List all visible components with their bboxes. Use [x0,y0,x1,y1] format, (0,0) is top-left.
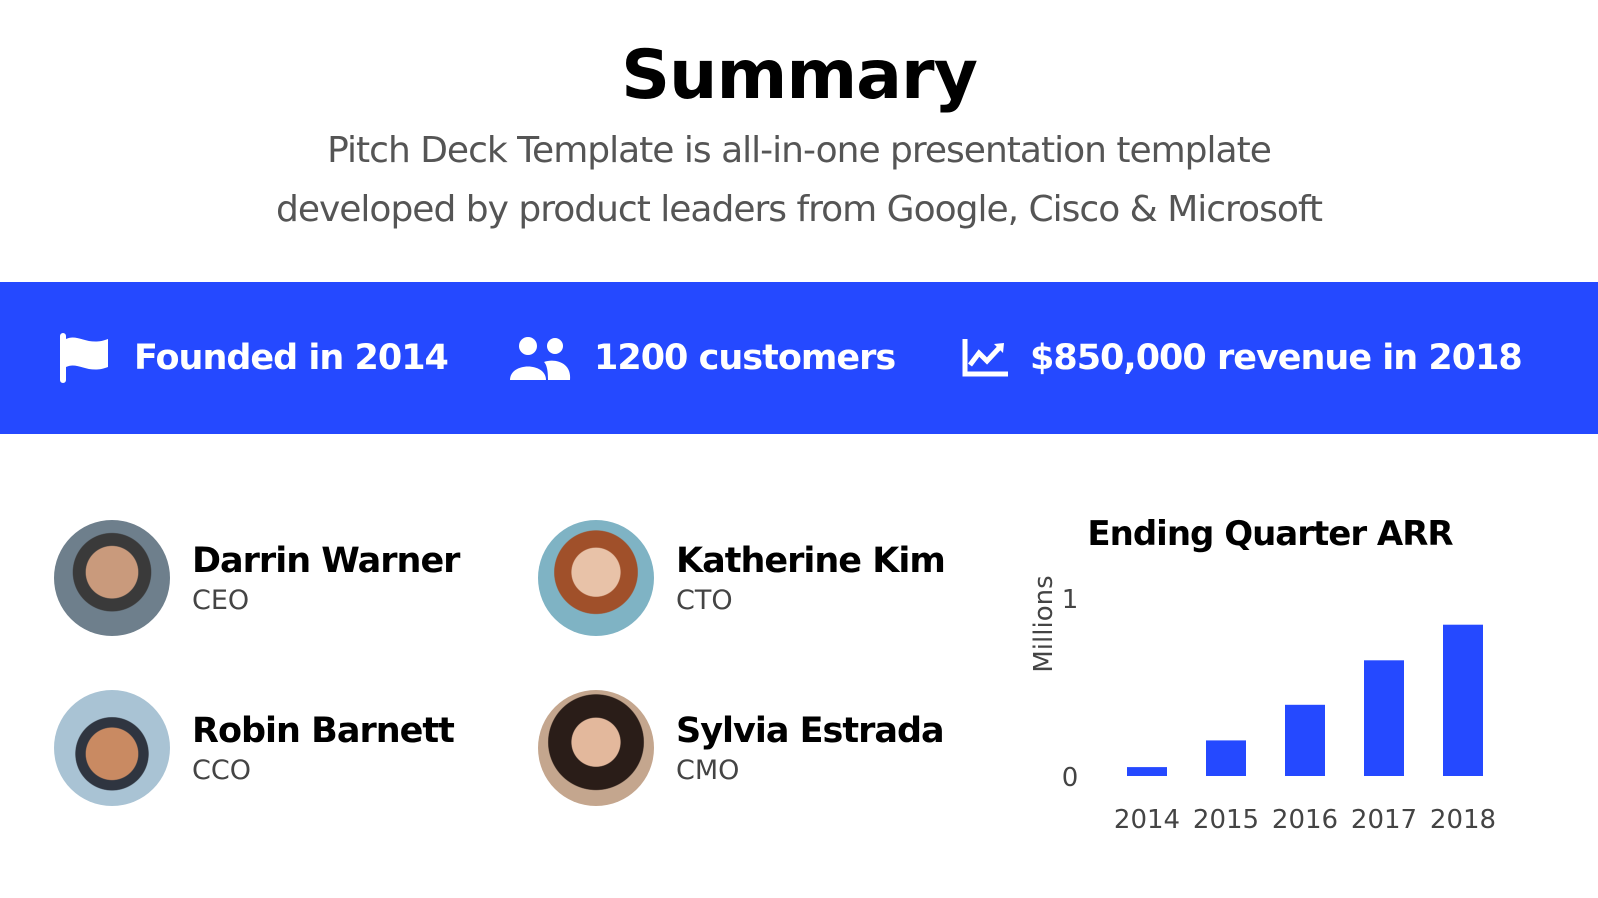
users-icon [510,337,571,380]
member-name: Robin Barnett [192,710,455,751]
stat-revenue: $850,000 revenue in 2018 [962,282,1523,434]
team-member: Robin Barnett CCO [54,690,455,806]
member-name: Katherine Kim [676,540,946,581]
y-tick-label: 0 [1062,763,1079,793]
bar-2018 [1443,624,1483,776]
chart-title: Ending Quarter ARR [1087,514,1453,554]
member-name: Darrin Warner [192,540,460,581]
team-member: Katherine Kim CTO [538,520,946,636]
member-role: CEO [192,584,250,616]
subtitle-line-2: developed by product leaders from Google… [275,189,1323,230]
stat-label: 1200 customers [594,338,896,378]
member-name: Sylvia Estrada [676,710,945,751]
stat-customers: 1200 customers [510,282,896,434]
stat-label: $850,000 revenue in 2018 [1030,338,1523,378]
team-member: Sylvia Estrada CMO [538,690,945,806]
stat-label: Founded in 2014 [134,338,449,378]
x-tick-label: 2016 [1272,805,1338,835]
y-axis-label: Millions [1029,575,1059,672]
team-member: Darrin Warner CEO [54,520,460,636]
bar-2016 [1285,704,1325,776]
x-tick-label: 2018 [1430,805,1496,835]
avatar [538,690,654,806]
avatar [54,690,170,806]
member-role: CCO [192,754,251,786]
member-role: CTO [676,584,733,616]
stat-founded: Founded in 2014 [60,282,449,434]
avatar [538,520,654,636]
x-tick-label: 2014 [1114,805,1180,835]
bar-2017 [1364,660,1404,776]
stats-band: Founded in 2014 1200 customers $850,000 … [0,282,1598,434]
page-title: Summary [621,36,978,115]
bar-2014 [1127,767,1167,776]
flag-icon [60,333,108,383]
chart-line-icon [962,339,1008,377]
x-tick-label: 2017 [1351,805,1417,835]
bar-2015 [1206,740,1246,776]
x-tick-label: 2015 [1193,805,1259,835]
avatar [54,520,170,636]
y-tick-label: 1 [1062,585,1079,615]
member-role: CMO [676,754,740,786]
subtitle-line-1: Pitch Deck Template is all-in-one presen… [327,130,1272,171]
